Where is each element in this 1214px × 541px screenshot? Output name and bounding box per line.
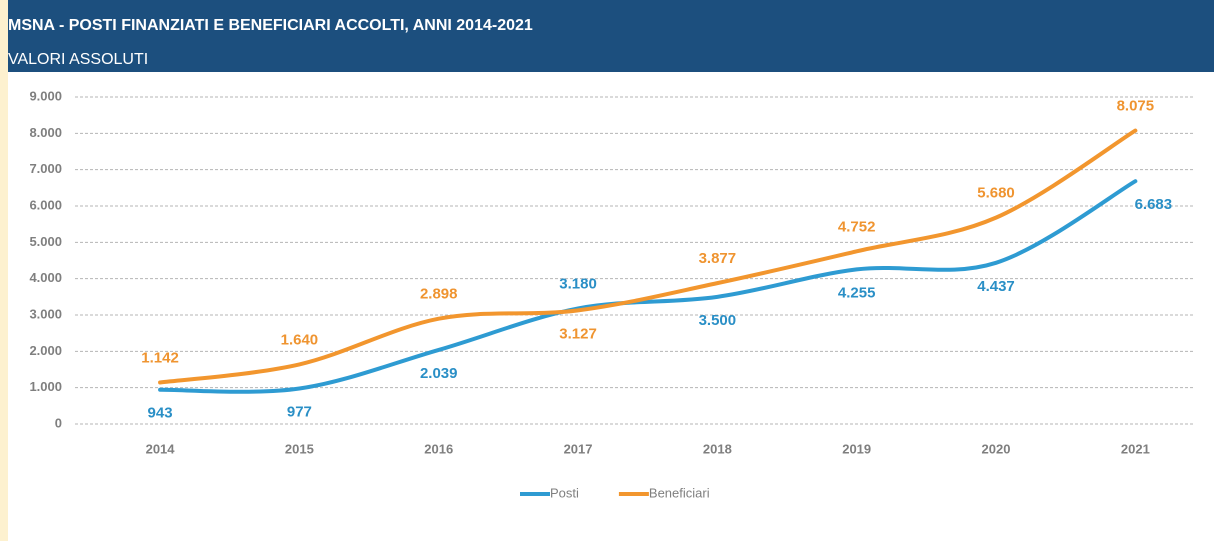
y-tick-label: 5.000 — [29, 234, 62, 249]
y-tick-label: 9.000 — [29, 88, 62, 103]
header — [8, 0, 1214, 72]
x-tick-label: 2021 — [1121, 441, 1150, 456]
x-tick-label: 2016 — [424, 441, 453, 456]
data-label: 3.500 — [699, 312, 737, 329]
chart-title: MSNA - POSTI FINANZIATI E BENEFICIARI AC… — [8, 17, 533, 34]
data-label: 5.680 — [977, 185, 1015, 202]
line-series — [158, 179, 1138, 394]
data-label: 8.075 — [1117, 98, 1155, 115]
data-label: 3.127 — [559, 325, 597, 342]
data-label: 4.255 — [838, 284, 876, 301]
x-tick-label: 2018 — [703, 441, 732, 456]
y-tick-label: 3.000 — [29, 306, 62, 321]
y-tick-label: 0 — [55, 415, 62, 430]
data-label: 4.437 — [977, 278, 1015, 295]
y-tick-label: 4.000 — [29, 270, 62, 285]
y-tick-label: 1.000 — [29, 379, 62, 394]
data-label: 943 — [148, 405, 173, 422]
line-series — [158, 128, 1138, 385]
data-label: 6.683 — [1135, 196, 1173, 213]
data-label: 977 — [287, 403, 312, 420]
data-label: 3.877 — [699, 250, 737, 267]
data-label: 3.180 — [559, 275, 597, 292]
x-tick-label: 2020 — [982, 441, 1011, 456]
x-tick-label: 2019 — [842, 441, 871, 456]
x-tick-label: 2015 — [285, 441, 314, 456]
data-label: 2.039 — [420, 365, 458, 382]
y-tick-label: 2.000 — [29, 343, 62, 358]
data-label: 4.752 — [838, 218, 876, 235]
data-label: 2.898 — [420, 286, 458, 303]
y-tick-label: 7.000 — [29, 161, 62, 176]
side-strip — [0, 0, 8, 541]
legend-label: Beneficiari — [649, 485, 710, 500]
y-tick-label: 6.000 — [29, 197, 62, 212]
legend-label: Posti — [550, 485, 579, 500]
y-tick-label: 8.000 — [29, 125, 62, 140]
x-tick-label: 2017 — [564, 441, 593, 456]
data-label: 1.640 — [281, 331, 319, 348]
x-tick-label: 2014 — [146, 441, 176, 456]
chart-subtitle: VALORI ASSOLUTI — [8, 51, 148, 68]
data-label: 1.142 — [141, 349, 179, 366]
